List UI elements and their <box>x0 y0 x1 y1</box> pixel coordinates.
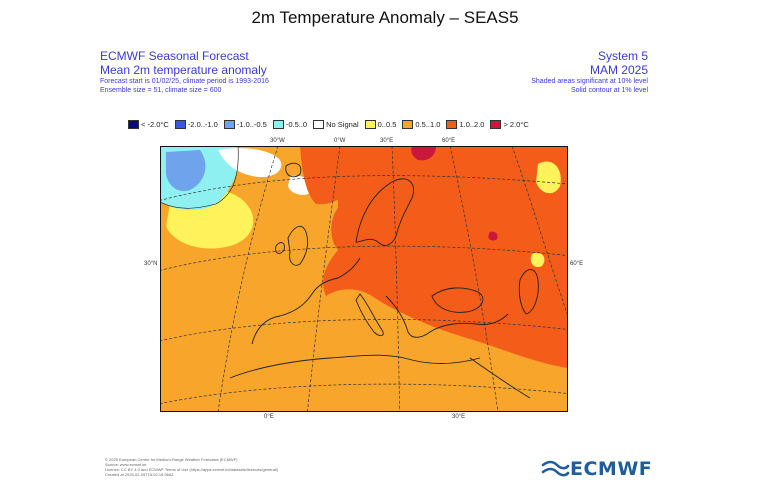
legend-swatch <box>128 119 139 129</box>
anomaly-region-extreme-positive-2 <box>488 231 498 241</box>
lon-label-0: 0°W <box>334 138 346 144</box>
lat-label-right: 60°E <box>570 261 584 267</box>
footer-licence: Licence: CC BY 4.0 and ECMWF Terms of Us… <box>105 467 279 472</box>
ecmwf-wave-icon <box>541 460 570 477</box>
header-right: System 5 MAM 2025 Shaded areas significa… <box>531 49 648 95</box>
header-left: ECMWF Seasonal Forecast Mean 2m temperat… <box>100 49 269 95</box>
ensemble-size-label: Ensemble size = 51, climate size = 600 <box>100 87 222 94</box>
legend-label: 0..0.5 <box>377 119 397 129</box>
legend-swatch <box>223 119 235 129</box>
legend-swatch <box>490 119 502 129</box>
legend-item: -1.0..-0.5 <box>223 119 267 129</box>
legend-item: 1.0..2.0 <box>446 119 485 129</box>
footer-source: Source: www.ecmwf.int <box>105 462 147 467</box>
significance-contour <box>160 146 239 209</box>
anomaly-region-extreme-positive <box>411 146 436 161</box>
significance-label: Shaded areas significant at 10% level <box>531 78 648 85</box>
system-label: System 5 <box>597 49 648 63</box>
page-title: 2m Temperature Anomaly – SEAS5 <box>251 8 519 27</box>
color-legend: < -2.0°C -2.0..-1.0 -1.0..-0.5 -0.5..0 N… <box>128 118 535 130</box>
footer-created: Created at 2025-02-09T15:02:19.966Z <box>105 472 174 477</box>
legend-label: 0.5..1.0 <box>415 119 441 129</box>
legend-label: -2.0..-1.0 <box>187 119 218 129</box>
forecast-start-label: Forecast start is 01/02/25, climate peri… <box>100 78 269 85</box>
legend-item: -2.0..-1.0 <box>174 119 218 129</box>
anomaly-region-light-blue <box>166 150 206 192</box>
lon-label-0-bottom: 0°E <box>264 414 274 420</box>
legend-item: No Signal <box>313 119 359 129</box>
footer-copyright: © 2025 European Centre for Medium-Range … <box>105 457 238 462</box>
forecast-system-label: ECMWF Seasonal Forecast <box>100 49 249 63</box>
contour-label: Solid contour at 1% level <box>570 87 648 94</box>
coastlines <box>229 162 539 399</box>
legend-swatch <box>364 119 376 129</box>
legend-label: > 2.0°C <box>503 119 529 129</box>
legend-label: -0.5..0 <box>285 119 308 129</box>
legend-label: -1.0..-0.5 <box>236 119 267 129</box>
variable-label: Mean 2m temperature anomaly <box>100 63 267 77</box>
anomaly-region-weak-positive-east <box>536 161 561 194</box>
lat-label-left: 30°N <box>144 261 158 267</box>
map-frame <box>160 146 568 412</box>
legend-item: -0.5..0 <box>272 119 308 129</box>
legend-label: < -2.0°C <box>141 119 169 129</box>
anomaly-map <box>160 146 568 412</box>
legend-item: 0..0.5 <box>364 119 397 129</box>
season-label: MAM 2025 <box>589 63 648 77</box>
lon-label-30e-top: 30°E <box>380 138 394 144</box>
legend-item: < -2.0°C <box>128 119 169 129</box>
lon-label-60e-top: 60°E <box>442 138 456 144</box>
legend-label: No Signal <box>326 119 359 129</box>
anomaly-region-strong-positive-north <box>300 146 410 205</box>
legend-swatch <box>402 119 414 129</box>
legend-swatch <box>446 119 458 129</box>
anomaly-region-strong-positive <box>323 146 568 368</box>
legend-swatch <box>313 119 325 129</box>
legend-item: > 2.0°C <box>490 119 529 129</box>
legend-item: 0.5..1.0 <box>402 119 441 129</box>
no-signal-region <box>218 148 282 178</box>
ecmwf-logo: ECMWF <box>540 458 652 480</box>
map-svg <box>160 146 568 412</box>
lon-label-30e-bottom: 30°E <box>452 414 466 420</box>
anomaly-region-weak-positive-east-2 <box>530 252 545 268</box>
lon-label-30w: 30°W <box>270 138 285 144</box>
legend-swatch <box>272 119 284 129</box>
logo-text: ECMWF <box>570 458 653 480</box>
legend-label: 1.0..2.0 <box>459 119 485 129</box>
footer-credits: © 2025 European Centre for Medium-Range … <box>105 457 278 477</box>
legend-swatch <box>174 119 186 129</box>
graticule <box>160 146 568 412</box>
